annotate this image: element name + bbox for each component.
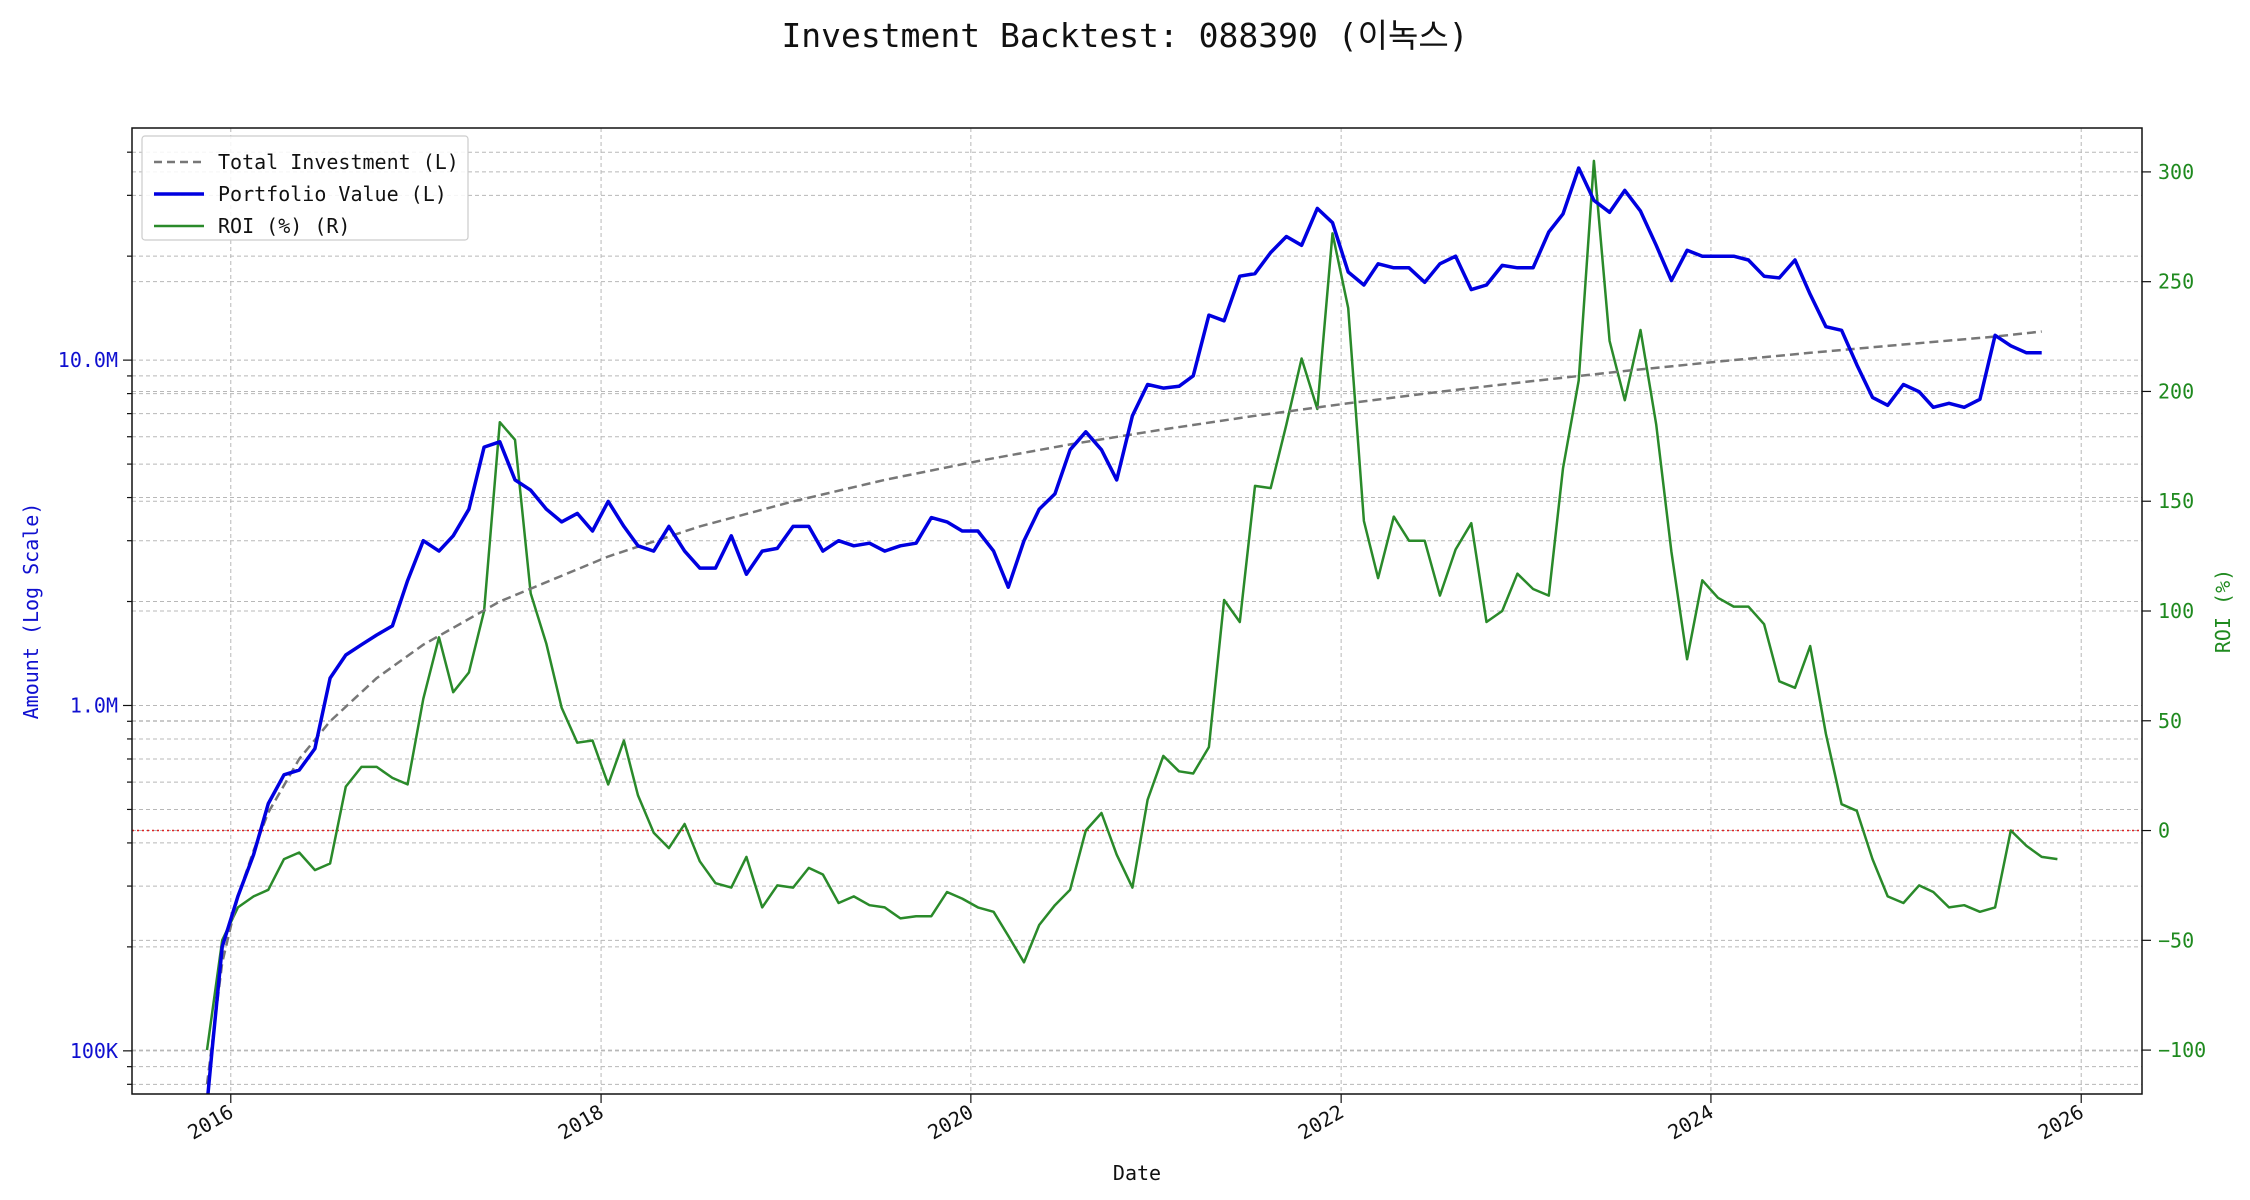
portfolio-value-line <box>206 166 2042 1094</box>
x-axis-label: Date <box>1113 1161 1161 1185</box>
legend-label: Portfolio Value (L) <box>218 182 447 206</box>
y-right-tick-label: 0 <box>2158 819 2170 843</box>
y-left-tick-label: 1.0M <box>70 693 118 717</box>
y-right-tick-label: 100 <box>2158 599 2194 623</box>
y-axis-right-label: ROI (%) <box>2211 569 2235 653</box>
y-right-tick-label: 150 <box>2158 489 2194 513</box>
total-investment-line <box>205 330 2042 1085</box>
legend-box <box>141 135 469 241</box>
chart-title: Investment Backtest: 088390 (이녹스) <box>781 16 1468 55</box>
y-right-tick-label: −50 <box>2158 928 2194 952</box>
legend-label: ROI (%) (R) <box>218 214 350 238</box>
legend: Total Investment (L) Portfolio Value (L) R… <box>141 135 469 241</box>
right-axis: −100 −50 0 50 100 150 200 250 300 <box>2142 160 2206 1062</box>
legend-label: Total Investment (L) <box>218 150 459 174</box>
roi-line <box>205 159 2058 1051</box>
y-right-tick-label: 50 <box>2158 709 2182 733</box>
y-right-tick-label: 250 <box>2158 270 2194 294</box>
left-axis: 100K 1.0M 10.0M <box>58 151 132 1085</box>
y-left-tick-label: 100K <box>70 1039 118 1063</box>
y-axis-left-label: Amount (Log Scale) <box>19 503 43 720</box>
y-right-tick-label: 200 <box>2158 379 2194 403</box>
series-layer <box>205 159 2058 1094</box>
y-right-tick-label: −100 <box>2158 1038 2206 1062</box>
grid-lines <box>132 128 2142 1094</box>
y-left-tick-label: 10.0M <box>58 348 118 372</box>
y-right-tick-label: 300 <box>2158 160 2194 184</box>
